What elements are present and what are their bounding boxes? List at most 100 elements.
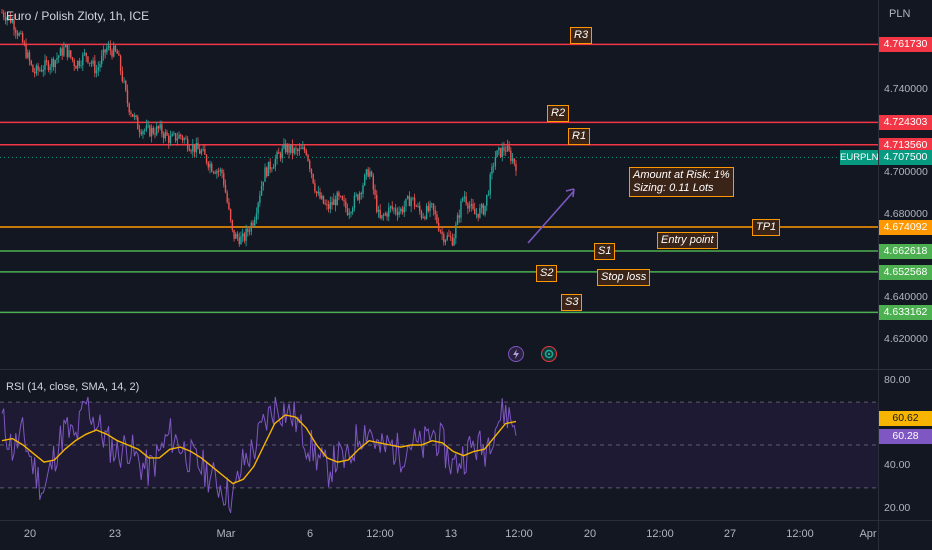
candle-body: [444, 239, 447, 243]
candle-body: [439, 230, 442, 232]
candle-body: [403, 206, 405, 213]
candle-body: [13, 19, 15, 30]
candle-body: [396, 212, 399, 215]
candle-body: [477, 213, 479, 218]
candle-body: [434, 209, 436, 215]
candle-body: [456, 215, 459, 225]
candle-body: [326, 203, 328, 205]
candle-body: [195, 142, 197, 153]
candle-body: [419, 205, 421, 212]
candle-body: [377, 209, 380, 212]
candle-body: [494, 156, 497, 167]
candle-body: [178, 134, 180, 139]
candle-body: [480, 204, 483, 208]
candle-body: [75, 66, 77, 69]
candle-body: [40, 69, 43, 72]
candle-body: [374, 189, 376, 195]
candle-body: [87, 56, 89, 63]
y-tick-label: 4.700000: [884, 166, 928, 179]
ideas-icon[interactable]: [541, 346, 557, 362]
candle-body: [427, 205, 430, 212]
price-axis-border: [878, 0, 879, 550]
candle-body: [372, 175, 375, 190]
candle-body: [15, 29, 17, 33]
candle-body: [262, 181, 264, 186]
candle-body: [197, 142, 199, 150]
candle-body: [410, 198, 412, 207]
candle-body: [334, 199, 337, 206]
candle-body: [190, 150, 192, 152]
candle-body: [422, 216, 424, 218]
risk-annotation[interactable]: Amount at Risk: 1% Sizing: 0.11 Lots: [629, 167, 734, 197]
candle-body: [348, 213, 350, 215]
candle-body: [376, 194, 378, 212]
candle-body: [510, 150, 512, 161]
candle-body: [331, 202, 333, 205]
level-label-s1: S1: [594, 242, 616, 260]
candle-body: [458, 215, 460, 218]
candle-body: [107, 45, 110, 48]
candle-body: [321, 195, 323, 199]
candle-body: [142, 130, 144, 135]
currency-label: PLN: [889, 8, 911, 20]
candle-body: [59, 48, 62, 56]
candle-body: [327, 204, 330, 209]
level-label-r1: R1: [568, 127, 591, 145]
candle-body: [295, 148, 297, 150]
candle-body: [52, 59, 55, 68]
candle-body: [401, 208, 404, 213]
candle-body: [94, 60, 96, 74]
candle-body: [168, 135, 170, 144]
candle-body: [51, 59, 53, 67]
rsi-line: [1, 396, 517, 514]
candle-body: [176, 138, 179, 141]
candle-body: [245, 229, 247, 241]
candle-body: [150, 128, 153, 137]
lightning-icon[interactable]: [508, 346, 524, 362]
candle-body: [131, 114, 134, 117]
price-tag-s2: 4.652568: [879, 264, 932, 280]
candle-body: [300, 148, 302, 150]
candle-body: [489, 174, 491, 195]
candle-body: [394, 208, 397, 213]
candle-body: [386, 213, 388, 217]
candle-body: [204, 149, 206, 155]
candle-body: [42, 70, 44, 72]
candle-body: [506, 145, 509, 152]
candle-body: [465, 196, 467, 204]
level-label-s2: S2: [536, 264, 558, 282]
candle-body: [443, 234, 445, 243]
candle-body: [217, 170, 220, 172]
candle-body: [61, 48, 63, 56]
candle-body: [487, 194, 490, 196]
candle-body: [252, 222, 254, 226]
candle-body: [70, 50, 72, 58]
entry-point-annotation[interactable]: Entry point: [657, 232, 718, 249]
rsi-value-tag: 60.28: [879, 429, 932, 445]
y-tick-label: 4.620000: [884, 332, 928, 345]
candle-body: [25, 44, 27, 58]
candle-body: [468, 206, 471, 209]
candle-body: [322, 195, 325, 204]
candle-body: [78, 60, 81, 66]
stop-loss-annotation[interactable]: Stop loss: [597, 269, 651, 286]
candle-body: [267, 161, 270, 177]
candle-body: [11, 19, 14, 23]
candle-body: [343, 199, 345, 202]
candle-body: [149, 125, 151, 137]
candle-body: [58, 55, 60, 58]
candle-body: [145, 125, 148, 130]
pane-separator[interactable]: [0, 369, 932, 370]
candle-body: [63, 47, 65, 56]
candle-body: [384, 213, 387, 216]
candle-body: [446, 235, 448, 240]
candle-body: [235, 233, 237, 239]
candle-body: [503, 147, 505, 152]
candle-body: [398, 211, 400, 215]
candle-body: [119, 55, 122, 71]
candle-body: [200, 150, 203, 154]
candle-body: [247, 229, 249, 232]
candle-body: [255, 213, 258, 220]
candle-body: [243, 233, 246, 241]
